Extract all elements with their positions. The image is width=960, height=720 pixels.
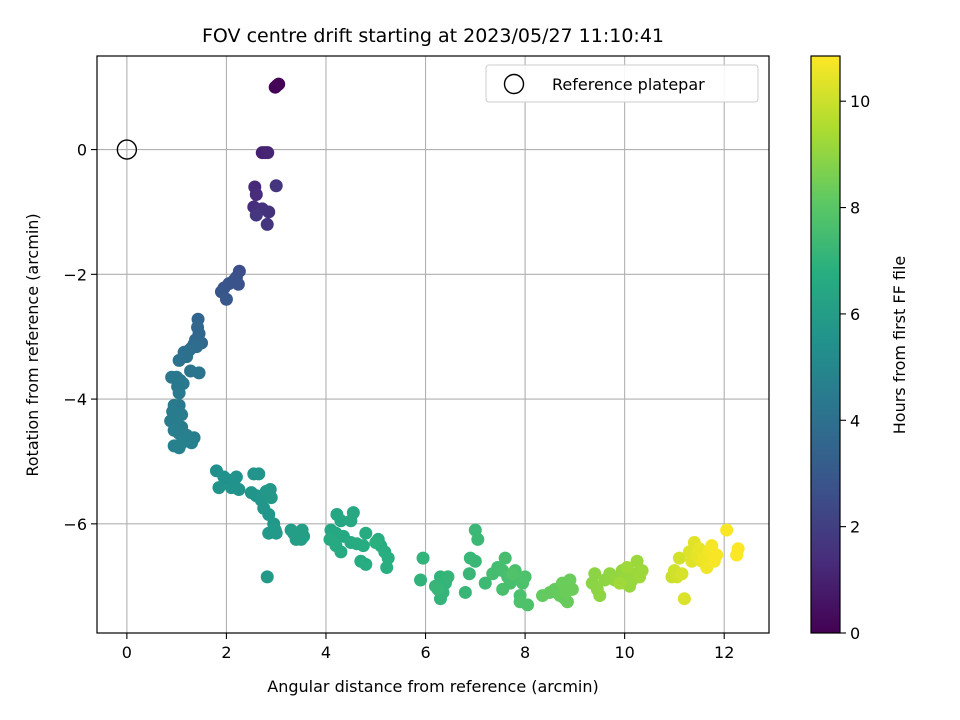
data-point <box>720 523 734 537</box>
chart-title: FOV centre drift starting at 2023/05/27 … <box>202 25 664 47</box>
y-tick-label: −4 <box>63 390 87 409</box>
colorbar-ticks: 0 2 4 6 8 10 <box>840 92 870 643</box>
data-point <box>268 523 282 537</box>
data-point <box>249 187 263 201</box>
data-point <box>260 570 274 584</box>
data-point <box>506 567 520 581</box>
plot-frame <box>96 55 770 634</box>
data-point <box>334 514 348 528</box>
data-point <box>264 491 278 505</box>
data-point <box>229 470 243 484</box>
colorbar-tick-label: 0 <box>850 624 860 643</box>
data-point <box>441 570 455 584</box>
data-point <box>359 557 373 571</box>
data-point <box>262 205 276 219</box>
x-tick-label: 2 <box>221 643 231 662</box>
data-point <box>468 554 482 568</box>
y-tick-label: 0 <box>77 141 87 160</box>
data-point <box>593 589 607 603</box>
x-axis-label: Angular distance from reference (arcmin) <box>267 677 598 696</box>
y-tick-label: −2 <box>63 265 87 284</box>
data-point <box>219 292 233 306</box>
data-point <box>334 545 348 559</box>
data-point <box>231 277 245 291</box>
data-point <box>170 439 184 453</box>
colorbar-tick-label: 2 <box>850 518 860 537</box>
data-point <box>272 77 286 91</box>
data-point <box>635 564 649 578</box>
legend-box <box>485 64 759 103</box>
x-tick-label: 10 <box>614 643 634 662</box>
data-point <box>521 598 535 612</box>
data-point <box>260 217 274 231</box>
data-point <box>458 585 472 599</box>
data-point <box>496 582 510 596</box>
data-point <box>431 582 445 596</box>
legend-marker-icon <box>503 73 525 95</box>
data-point <box>675 567 689 581</box>
data-point <box>192 366 206 380</box>
colorbar-tick-label: 8 <box>850 199 860 218</box>
grid-lines <box>97 56 769 633</box>
data-point <box>269 179 283 193</box>
data-point <box>359 526 373 540</box>
data-point <box>380 561 394 575</box>
data-point <box>172 386 186 400</box>
colorbar-tick-label: 10 <box>850 92 870 111</box>
data-point <box>518 570 532 584</box>
data-point <box>478 576 492 590</box>
data-point <box>677 592 691 606</box>
data-points <box>164 77 745 612</box>
legend: Reference platepar <box>485 64 759 103</box>
data-point <box>224 481 238 495</box>
data-point <box>471 532 485 546</box>
legend-label: Reference platepar <box>552 75 705 94</box>
x-tick-label: 8 <box>520 643 530 662</box>
data-point <box>172 353 186 367</box>
colorbar-label: Hours from first FF file <box>890 256 909 435</box>
data-point <box>498 551 512 565</box>
y-axis-ticks: −6 −4 −2 0 <box>63 141 97 534</box>
data-point <box>346 506 360 520</box>
reference-marker <box>116 139 138 160</box>
data-point <box>731 542 745 556</box>
x-axis-ticks: 0 2 4 6 8 10 12 <box>122 633 734 662</box>
data-point <box>252 467 266 481</box>
data-point <box>613 576 627 590</box>
data-point <box>295 523 309 537</box>
data-point <box>620 561 634 575</box>
data-point <box>414 573 428 587</box>
colorbar-tick-label: 4 <box>850 411 860 430</box>
x-tick-label: 6 <box>420 643 430 662</box>
x-tick-label: 4 <box>321 643 331 662</box>
data-point <box>588 567 602 581</box>
data-point <box>462 567 476 581</box>
colorbar-tick-label: 6 <box>850 305 860 324</box>
data-point <box>672 551 686 565</box>
data-point <box>249 208 263 222</box>
data-point <box>212 481 226 495</box>
data-point <box>416 551 430 565</box>
y-axis-label: Rotation from reference (arcmin) <box>23 213 42 476</box>
colorbar <box>810 55 841 634</box>
data-point <box>559 585 573 599</box>
x-tick-label: 12 <box>714 643 734 662</box>
data-point <box>356 539 370 553</box>
data-point <box>710 548 724 562</box>
data-point <box>261 146 275 160</box>
y-tick-label: −6 <box>63 515 87 534</box>
x-tick-label: 0 <box>122 643 132 662</box>
data-point <box>369 536 383 550</box>
